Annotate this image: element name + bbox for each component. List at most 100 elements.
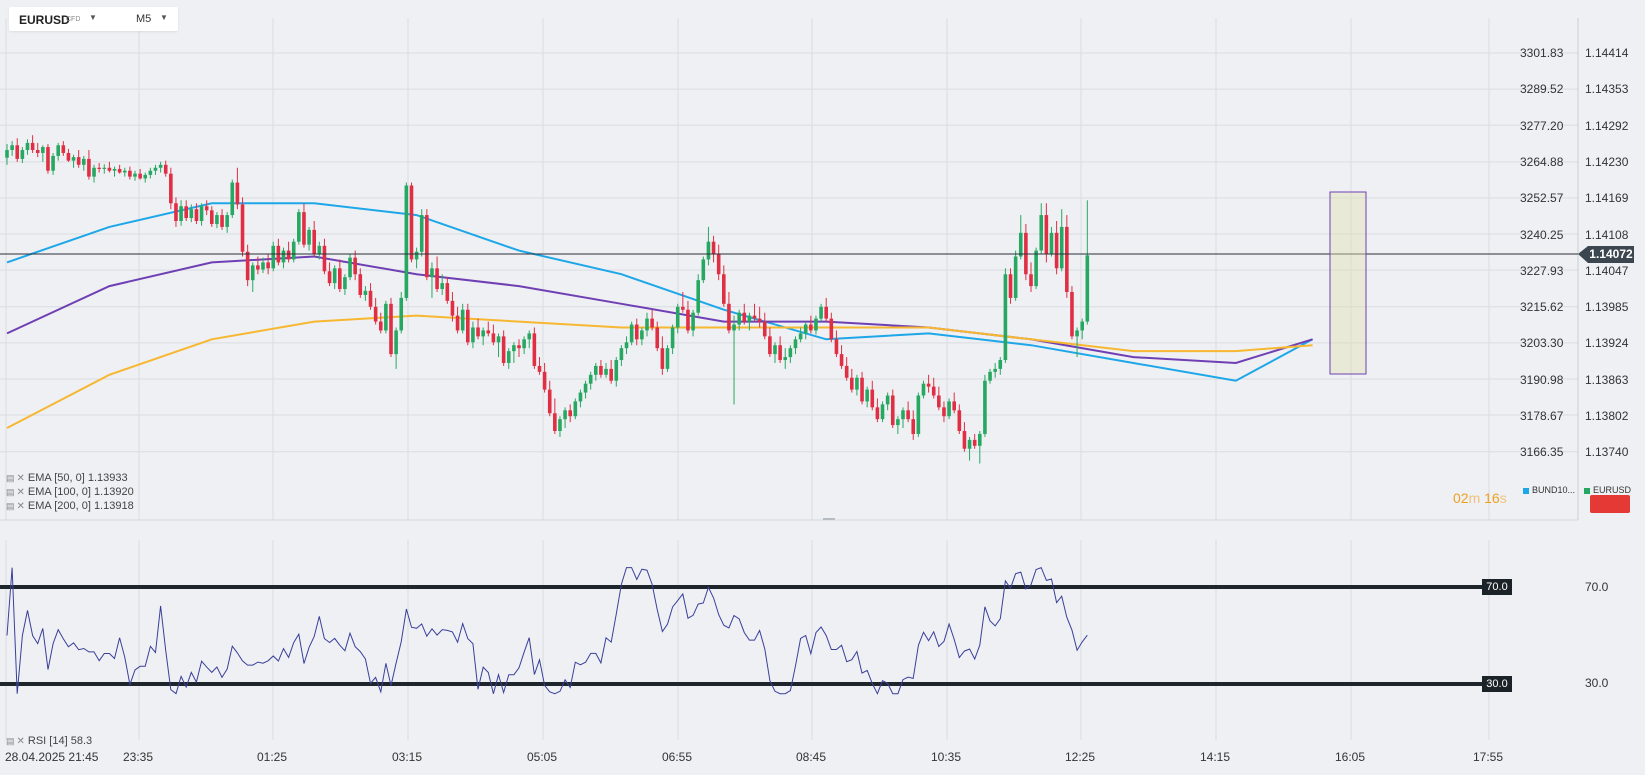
timer-minutes-unit: m — [1468, 490, 1481, 506]
rsi-axis-30: 30.0 — [1585, 676, 1609, 690]
timer-seconds: 16 — [1484, 490, 1500, 506]
candle-body — [338, 268, 342, 290]
remove-icon[interactable]: ✕ — [16, 501, 25, 512]
candle-body — [425, 215, 429, 278]
candle-body — [978, 433, 982, 446]
candle-body — [455, 315, 460, 331]
candle-body — [35, 150, 40, 153]
remove-icon[interactable]: ✕ — [16, 487, 25, 498]
rsi-line — [6, 566, 1088, 695]
settings-icon[interactable]: ▤ — [6, 501, 15, 511]
candle-body — [419, 215, 424, 252]
bund-axis-label: 3166.35 — [1520, 445, 1564, 460]
candle-body — [220, 215, 224, 227]
candle-body — [322, 245, 327, 272]
candle-body — [476, 327, 480, 337]
candle-body — [353, 257, 357, 275]
candle-body — [962, 431, 967, 449]
indicator-label: EMA [50, 0] 1.13933 — [27, 472, 128, 484]
candle-body — [696, 280, 700, 313]
candle-body — [634, 324, 639, 340]
pane-resize-handle[interactable] — [823, 518, 835, 520]
candle-body — [742, 312, 747, 322]
candle-body — [102, 167, 107, 169]
candle-body — [138, 173, 142, 179]
candle-body — [650, 318, 654, 328]
time-axis-label: 06:55 — [662, 750, 693, 764]
legend-bund[interactable]: BUND10... — [1523, 485, 1575, 495]
indicator-ema100[interactable]: ▤ ✕ EMA [100, 0] 1.13920 — [6, 486, 134, 498]
candle-body — [1008, 274, 1013, 298]
candle-body — [553, 413, 557, 432]
timeframe-label: M5 — [136, 13, 152, 25]
candle-body — [112, 168, 117, 171]
candle-body — [788, 348, 793, 358]
indicator-ema200[interactable]: ▤ ✕ EMA [200, 0] 1.13918 — [6, 500, 134, 512]
symbol-selector[interactable]: EURUSD CFD ▼ M5 ▼ — [9, 7, 178, 31]
candle-body — [348, 257, 352, 278]
timeframe-dropdown-icon[interactable]: ▼ — [160, 13, 168, 22]
sell-button[interactable] — [1590, 495, 1630, 513]
candle-body — [158, 164, 163, 168]
candle-body — [41, 147, 45, 153]
bund-label: BUND10... — [1532, 485, 1576, 495]
candle-body — [163, 164, 168, 174]
candle-body — [312, 229, 316, 254]
candle-body — [783, 357, 788, 361]
candle-body — [957, 410, 962, 432]
candle-body — [921, 383, 926, 396]
timer-minutes: 02 — [1453, 490, 1469, 506]
candle-body — [363, 290, 368, 295]
time-axis-label: 10:35 — [931, 750, 962, 764]
candle-body — [747, 315, 752, 322]
bund-axis-label: 3240.25 — [1520, 227, 1564, 242]
settings-icon[interactable]: ▤ — [6, 736, 15, 746]
remove-icon[interactable]: ✕ — [16, 736, 25, 747]
candle-body — [670, 327, 675, 349]
indicator-rsi[interactable]: ▤ ✕ RSI [14] 58.3 — [6, 735, 92, 747]
candle-body — [952, 401, 956, 411]
vertical-gridlines — [5, 18, 1490, 740]
candle-body — [614, 360, 619, 381]
bund-axis-label: 3301.83 — [1520, 46, 1564, 60]
candle-body — [281, 250, 286, 263]
candle-body — [829, 318, 834, 340]
candle-body — [46, 147, 50, 171]
candle-body — [184, 206, 188, 219]
candle-body — [414, 251, 419, 260]
symbol-name: EURUSD — [19, 13, 70, 27]
candle-body — [399, 297, 404, 331]
candle-body — [573, 401, 578, 417]
settings-icon[interactable]: ▤ — [6, 487, 15, 497]
candle-body — [368, 290, 373, 307]
symbol-dropdown-icon[interactable]: ▼ — [89, 13, 97, 22]
candle-body — [1018, 232, 1023, 257]
candle-body — [599, 365, 603, 375]
candle-body — [230, 182, 235, 216]
candle-body — [803, 324, 808, 334]
candle-body — [61, 145, 66, 153]
candle-body — [20, 150, 25, 159]
candle-body — [757, 318, 762, 322]
candle-body — [256, 265, 260, 270]
indicator-ema50[interactable]: ▤ ✕ EMA [50, 0] 1.13933 — [6, 472, 128, 484]
settings-icon[interactable]: ▤ — [6, 473, 15, 483]
candle-body — [855, 377, 859, 390]
time-axis-label: 05:05 — [527, 750, 558, 764]
candle-body — [1029, 274, 1033, 287]
current-price-tag: 1.14072 — [1588, 246, 1634, 263]
candle-body — [481, 330, 485, 337]
candle-body — [814, 318, 818, 331]
candle-body — [210, 210, 214, 224]
bund-axis-label: 3190.98 — [1520, 372, 1564, 387]
legend-eurusd[interactable]: EURUSD — [1584, 485, 1631, 495]
remove-icon[interactable]: ✕ — [16, 473, 25, 484]
candle-body — [640, 330, 644, 340]
candle-body — [768, 336, 772, 355]
candle-body — [1054, 232, 1059, 269]
candle-body — [681, 306, 685, 310]
time-axis-label: 01:25 — [257, 750, 288, 764]
price-axis-label: 1.14230 — [1585, 154, 1629, 169]
candle-body — [30, 142, 35, 151]
